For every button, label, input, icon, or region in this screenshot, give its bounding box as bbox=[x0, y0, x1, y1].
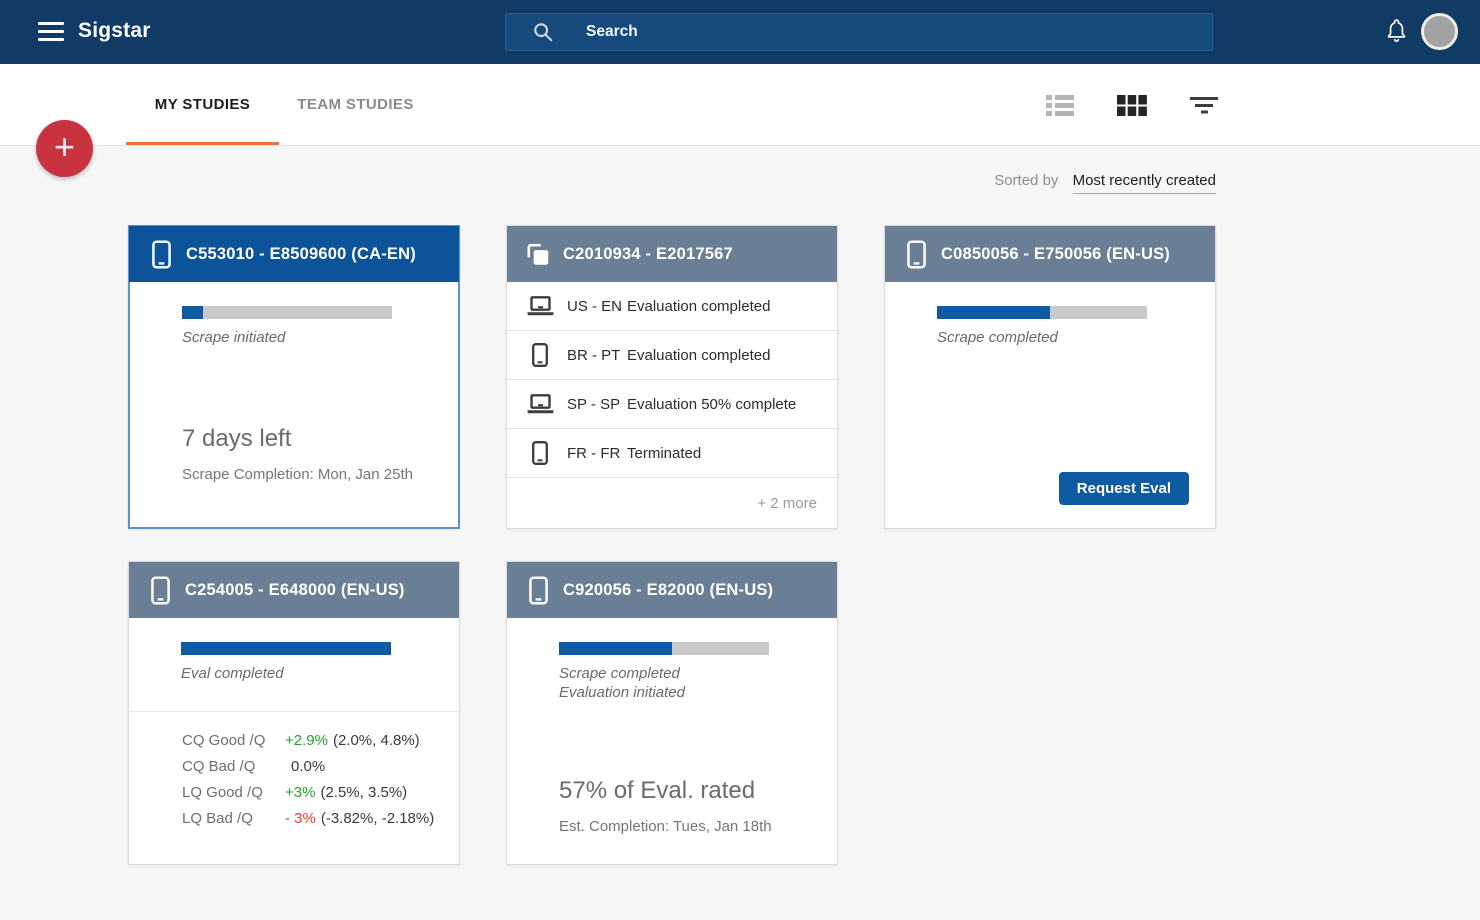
progress-fill bbox=[181, 642, 391, 655]
laptop-icon bbox=[525, 296, 555, 316]
study-cards-grid: C553010 - E8509600 (CA-EN) Scrape initia… bbox=[128, 225, 1216, 865]
filter-sort-icon[interactable] bbox=[1190, 96, 1218, 114]
stat-range: (2.0%, 4.8%) bbox=[332, 732, 420, 749]
progress-bar bbox=[182, 306, 392, 319]
stat-row: LQ Bad /Q - 3% (-3.82%, -2.18%) bbox=[182, 806, 439, 832]
search-box[interactable] bbox=[505, 13, 1213, 51]
card-title: C0850056 - E750056 (EN-US) bbox=[941, 244, 1170, 263]
add-study-button[interactable]: + bbox=[36, 120, 93, 177]
stat-delta: - 3% bbox=[285, 810, 316, 827]
sorted-by-label: Sorted by bbox=[994, 172, 1059, 189]
status-text: Eval completed bbox=[181, 665, 284, 682]
study-card[interactable]: C553010 - E8509600 (CA-EN) Scrape initia… bbox=[128, 225, 460, 529]
card-header: C0850056 - E750056 (EN-US) bbox=[885, 226, 1215, 282]
empty-grid-cell bbox=[884, 561, 1216, 865]
locale-row[interactable]: BR - PT Evaluation completed bbox=[507, 331, 837, 380]
progress-fill bbox=[937, 306, 1051, 319]
card-title: C920056 - E82000 (EN-US) bbox=[563, 580, 774, 599]
locale-label: SP - SP bbox=[567, 395, 621, 413]
phone-icon bbox=[525, 441, 555, 465]
sort-value-dropdown[interactable]: Most recently created bbox=[1072, 172, 1216, 194]
card-title: C2010934 - E2017567 bbox=[563, 244, 733, 263]
study-card[interactable]: C0850056 - E750056 (EN-US) Scrape comple… bbox=[884, 225, 1216, 529]
phone-icon bbox=[525, 575, 551, 605]
completion-date: Scrape Completion: Mon, Jan 25th bbox=[182, 466, 413, 483]
list-view-icon[interactable] bbox=[1046, 94, 1074, 116]
locale-status: Evaluation completed bbox=[627, 297, 771, 315]
notifications-bell-icon[interactable] bbox=[1385, 17, 1408, 49]
locale-row[interactable]: FR - FR Terminated bbox=[507, 429, 837, 478]
phone-icon bbox=[147, 575, 173, 605]
studies-content: Sorted by Most recently created C553010 … bbox=[128, 172, 1216, 865]
eval-stats: CQ Good /Q +2.9% (2.0%, 4.8%) CQ Bad /Q 0… bbox=[129, 711, 459, 864]
sort-row: Sorted by Most recently created bbox=[128, 172, 1216, 198]
progress-bar bbox=[559, 642, 769, 655]
phone-icon bbox=[903, 239, 929, 269]
locale-status: Evaluation completed bbox=[627, 346, 771, 364]
app-brand: Sigstar bbox=[78, 19, 151, 42]
eval-rated-headline: 57% of Eval. rated bbox=[559, 777, 756, 804]
view-toggles bbox=[1046, 64, 1218, 146]
stat-delta: +2.9% bbox=[285, 732, 328, 749]
request-eval-button[interactable]: Request Eval bbox=[1058, 472, 1189, 505]
stat-label: LQ Bad /Q bbox=[182, 810, 253, 827]
status-text: Scrape initiated bbox=[182, 329, 286, 346]
card-title: C254005 - E648000 (EN-US) bbox=[185, 580, 405, 599]
stat-delta: 0.0% bbox=[291, 758, 326, 775]
phone-icon bbox=[148, 239, 174, 269]
card-header: C920056 - E82000 (EN-US) bbox=[507, 562, 837, 618]
laptop-icon bbox=[525, 394, 555, 414]
hamburger-menu-icon[interactable] bbox=[38, 22, 64, 41]
stat-range: (-3.82%, -2.18%) bbox=[320, 810, 435, 827]
tab-my-studies[interactable]: MY STUDIES bbox=[126, 64, 279, 145]
stat-label: CQ Bad /Q bbox=[182, 758, 256, 775]
user-avatar[interactable] bbox=[1421, 13, 1458, 50]
card-header: C553010 - E8509600 (CA-EN) bbox=[129, 226, 459, 282]
status-text: Scrape completed bbox=[559, 665, 680, 682]
locale-label: BR - PT bbox=[567, 346, 621, 364]
stat-label: CQ Good /Q bbox=[182, 732, 266, 749]
progress-fill bbox=[182, 306, 203, 319]
progress-fill bbox=[559, 642, 673, 655]
stat-label: LQ Good /Q bbox=[182, 784, 263, 801]
completion-date: Est. Completion: Tues, Jan 18th bbox=[559, 818, 772, 835]
stat-row: CQ Bad /Q 0.0% bbox=[182, 754, 439, 780]
card-header: C2010934 - E2017567 bbox=[507, 226, 837, 282]
multi-device-stack-icon bbox=[525, 241, 551, 268]
search-input[interactable] bbox=[586, 23, 1198, 41]
locale-status: Terminated bbox=[627, 444, 702, 462]
phone-icon bbox=[525, 343, 555, 367]
stat-row: CQ Good /Q +2.9% (2.0%, 4.8%) bbox=[182, 728, 439, 754]
locale-row[interactable]: SP - SP Evaluation 50% complete bbox=[507, 380, 837, 429]
progress-bar bbox=[937, 306, 1147, 319]
study-card[interactable]: C254005 - E648000 (EN-US) Eval completed… bbox=[128, 561, 460, 865]
card-header: C254005 - E648000 (EN-US) bbox=[129, 562, 459, 618]
locale-label: US - EN bbox=[567, 297, 623, 315]
stat-row: LQ Good /Q +3% (2.5%, 3.5%) bbox=[182, 780, 439, 806]
grid-view-icon[interactable] bbox=[1117, 94, 1147, 116]
stat-range: (2.5%, 3.5%) bbox=[320, 784, 408, 801]
study-card[interactable]: C920056 - E82000 (EN-US) Scrape complete… bbox=[506, 561, 838, 865]
locale-label: FR - FR bbox=[567, 444, 621, 462]
days-left-headline: 7 days left bbox=[182, 425, 292, 452]
locale-row[interactable]: US - EN Evaluation completed bbox=[507, 282, 837, 331]
progress-bar bbox=[181, 642, 391, 655]
stat-delta: +3% bbox=[285, 784, 316, 801]
studies-toolbar: MY STUDIES TEAM STUDIES bbox=[0, 64, 1480, 146]
studies-tabs: MY STUDIES TEAM STUDIES bbox=[126, 64, 432, 145]
more-locales-link[interactable]: + 2 more bbox=[757, 494, 817, 512]
card-title: C553010 - E8509600 (CA-EN) bbox=[186, 244, 416, 263]
status-text: Scrape completed bbox=[937, 329, 1058, 346]
locale-status: Evaluation 50% complete bbox=[627, 395, 797, 413]
study-card[interactable]: C2010934 - E2017567 US - EN Evaluation c… bbox=[506, 225, 838, 529]
status-text: Evaluation initiated bbox=[559, 684, 685, 701]
top-navbar: Sigstar bbox=[0, 0, 1480, 64]
search-icon bbox=[532, 21, 554, 43]
tab-team-studies[interactable]: TEAM STUDIES bbox=[297, 96, 414, 113]
